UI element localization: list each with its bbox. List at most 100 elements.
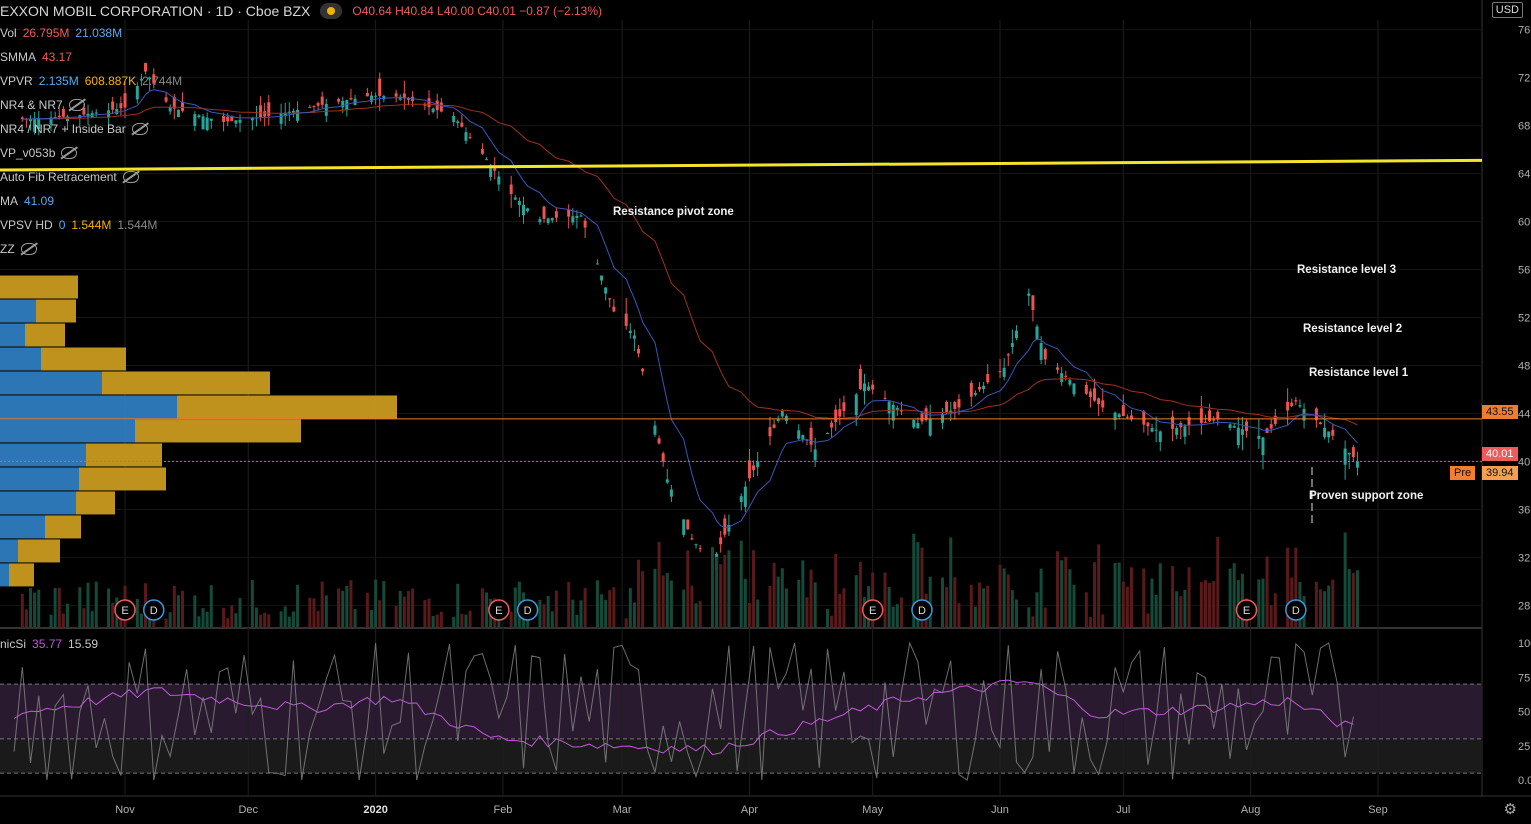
candle-body bbox=[723, 518, 727, 535]
indicator-row[interactable]: NR4 / NR7 + Inside Bar bbox=[0, 122, 148, 136]
volume-bar bbox=[222, 607, 226, 627]
candle-body bbox=[1060, 373, 1064, 383]
event-marker bbox=[861, 599, 884, 621]
oscillator-value-1: 35.77 bbox=[32, 637, 63, 651]
volume-bar bbox=[341, 590, 345, 627]
indicator-name: ZZ bbox=[0, 242, 15, 256]
x-tick-label: 2020 bbox=[363, 804, 387, 816]
indicator-row[interactable]: VPVR 2.135M 608.887K 2.744M bbox=[0, 74, 182, 88]
volume-bar bbox=[567, 581, 571, 627]
candle-body bbox=[747, 460, 751, 479]
volume-bar bbox=[1010, 590, 1014, 627]
volume-bar bbox=[1014, 599, 1018, 627]
candle-body bbox=[690, 538, 694, 540]
volume-bar bbox=[830, 615, 834, 627]
candle-body bbox=[431, 108, 435, 113]
x-tick-label: Feb bbox=[493, 804, 512, 816]
candle-body bbox=[205, 117, 209, 131]
indicator-row[interactable]: VPSV HD 0 1.544M 1.544M bbox=[0, 218, 157, 232]
volume-bar bbox=[752, 550, 756, 627]
candle-body bbox=[111, 101, 115, 110]
candle-body bbox=[1031, 295, 1035, 311]
symbol-label[interactable]: EXXON MOBIL CORPORATION · 1D · Cboe BZX bbox=[0, 3, 311, 19]
candle-body bbox=[439, 102, 443, 112]
candle-body bbox=[797, 430, 801, 439]
indicator-name: Vol bbox=[0, 26, 17, 40]
volume-bar bbox=[37, 589, 41, 627]
volume-bar bbox=[809, 569, 813, 627]
candle-body bbox=[402, 93, 406, 99]
event-marker-label: E bbox=[495, 605, 502, 617]
volume-bar bbox=[431, 615, 435, 627]
indicator-row[interactable]: SMMA 43.17 bbox=[0, 50, 72, 64]
volume-bar bbox=[164, 618, 168, 627]
volume-bar bbox=[349, 580, 353, 627]
candle-body bbox=[135, 85, 139, 100]
visibility-eye-icon[interactable] bbox=[20, 243, 37, 255]
currency-badge[interactable]: USD bbox=[1491, 2, 1523, 18]
indicator-row[interactable]: MA 41.09 bbox=[0, 194, 54, 208]
visibility-eye-icon[interactable] bbox=[122, 171, 139, 183]
indicator-value: 21.038M bbox=[75, 26, 123, 40]
volume-bar bbox=[94, 581, 98, 627]
indicator-row[interactable]: NR4 & NR7 bbox=[0, 98, 85, 112]
volume-bar bbox=[1088, 616, 1092, 627]
candle-body bbox=[1212, 419, 1216, 421]
volume-bar bbox=[665, 573, 669, 627]
indicator-row[interactable]: VP_v053b bbox=[0, 146, 78, 160]
volume-bar bbox=[739, 540, 743, 627]
candle-body bbox=[521, 204, 525, 216]
candle-body bbox=[493, 166, 497, 171]
volume-bar bbox=[1208, 583, 1212, 627]
volume-profile-down bbox=[86, 443, 162, 467]
candle-body bbox=[1331, 429, 1335, 436]
candle-body bbox=[920, 413, 924, 422]
candle-body bbox=[969, 382, 973, 397]
indicator-row[interactable]: Vol 26.795M 21.038M bbox=[0, 26, 122, 40]
candle-body bbox=[1088, 391, 1092, 398]
visibility-eye-icon[interactable] bbox=[61, 147, 78, 159]
candle-body bbox=[123, 93, 127, 108]
volume-bar bbox=[1027, 607, 1031, 627]
volume-bar bbox=[710, 547, 714, 627]
volume-bar bbox=[1158, 563, 1162, 627]
volume-bar bbox=[172, 585, 176, 627]
candle-body bbox=[193, 114, 197, 126]
y-tick-label: 76.00 bbox=[1518, 25, 1531, 37]
volume-bar bbox=[916, 542, 920, 627]
candle-body bbox=[554, 211, 558, 218]
volume-bar bbox=[1142, 568, 1146, 627]
indicator-row[interactable]: Auto Fib Retracement bbox=[0, 170, 139, 184]
volume-bar bbox=[986, 585, 990, 627]
volume-bar bbox=[1261, 578, 1265, 627]
visibility-eye-icon[interactable] bbox=[131, 123, 148, 135]
candle-body bbox=[452, 115, 456, 122]
candle-body bbox=[982, 385, 986, 389]
indicator-value: 1.544M bbox=[117, 218, 158, 232]
candle-body bbox=[312, 105, 316, 107]
volume-bar bbox=[250, 580, 254, 627]
candle-body bbox=[719, 537, 723, 545]
settings-gear-icon[interactable]: ⚙ bbox=[1503, 801, 1517, 818]
volume-bar bbox=[485, 592, 489, 627]
y-tick-label: 32.00 bbox=[1518, 552, 1531, 564]
candle-body bbox=[595, 263, 599, 265]
candle-body bbox=[1318, 422, 1322, 424]
candle-body bbox=[1084, 384, 1088, 394]
volume-bar bbox=[468, 610, 472, 627]
indicator-row[interactable]: ZZ bbox=[0, 242, 37, 256]
volume-bar bbox=[111, 602, 115, 627]
volume-bar bbox=[583, 588, 587, 627]
visibility-eye-icon[interactable] bbox=[68, 99, 85, 111]
volume-bar bbox=[1175, 591, 1179, 627]
high-value: H40.84 bbox=[395, 4, 434, 18]
candle-body bbox=[456, 121, 460, 124]
volume-bar bbox=[1212, 581, 1216, 627]
candle-body bbox=[858, 368, 862, 389]
volume-bar bbox=[365, 593, 369, 627]
volume-profile-up bbox=[0, 419, 135, 443]
indicator-name: VPVR bbox=[0, 74, 33, 88]
candle-body bbox=[513, 197, 517, 200]
candle-body bbox=[1117, 414, 1121, 417]
